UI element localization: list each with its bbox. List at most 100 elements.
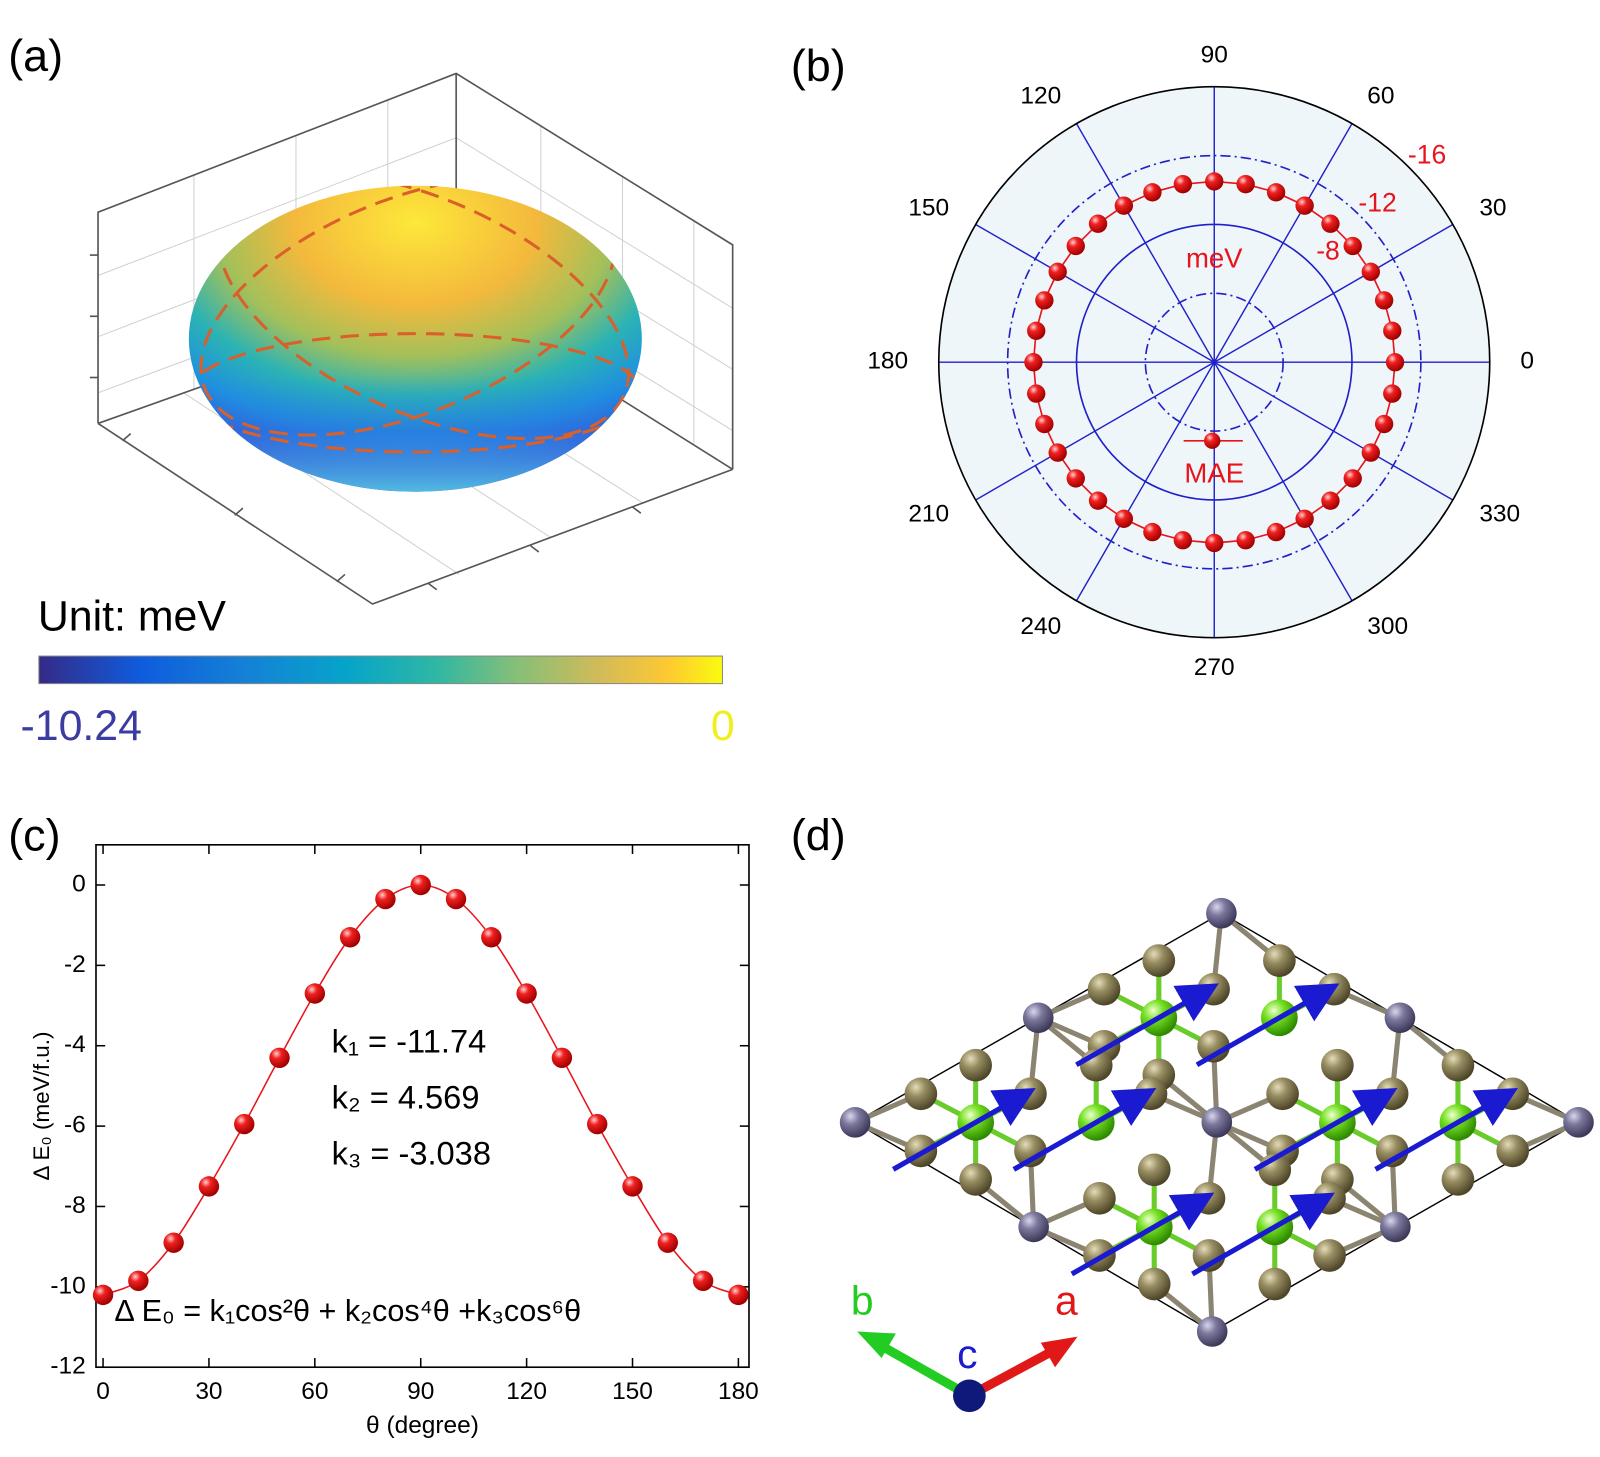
x-axis-label: θ (degree)	[366, 1412, 479, 1439]
annotation: k₁ = -11.74	[332, 1022, 487, 1059]
atom	[1375, 1134, 1409, 1168]
mae-point	[1374, 291, 1394, 310]
colorbar-max: 0	[711, 702, 735, 750]
c-axis	[953, 1379, 986, 1413]
y-tick-label: -8	[64, 1192, 86, 1219]
mae-point	[1321, 214, 1340, 233]
atom	[1137, 1267, 1171, 1301]
data-point	[587, 1113, 608, 1135]
x-tick-label: 180	[718, 1378, 759, 1405]
y-tick-label: -12	[50, 1353, 85, 1380]
data-point	[622, 1176, 643, 1197]
y-tick-label: -4	[64, 1031, 86, 1058]
r-tick-label: -16	[1408, 140, 1446, 170]
y-axis-label: Δ E₀ (meV/f.u.)	[29, 1032, 54, 1181]
mae-point	[1383, 384, 1402, 403]
mae-point	[1035, 414, 1054, 434]
mae-point	[1321, 491, 1340, 510]
x-tick-label: 30	[195, 1378, 222, 1405]
atom	[839, 1107, 871, 1138]
mae-point	[1143, 522, 1162, 542]
mae-point	[1385, 353, 1405, 372]
mae-point	[1173, 174, 1193, 194]
theta-tick-label: 120	[1020, 83, 1061, 110]
atom	[1496, 1077, 1530, 1111]
mae-point	[1343, 469, 1362, 488]
atom	[1313, 1182, 1346, 1215]
theta-tick-label: 240	[1020, 613, 1061, 640]
theta-tick-label: 270	[1194, 654, 1235, 681]
data-point	[304, 983, 326, 1004]
mae-point	[1048, 262, 1067, 281]
mae-point	[1024, 353, 1043, 372]
spin-arrow	[1195, 983, 1340, 1068]
annotation: meV	[1186, 242, 1243, 273]
atom	[1321, 1048, 1354, 1082]
atom	[1137, 1153, 1171, 1187]
r-grid-ring	[1006, 154, 1422, 570]
data-point	[128, 1270, 149, 1292]
spin-arrow	[1374, 1087, 1519, 1172]
theta-tick-label: 330	[1479, 501, 1520, 528]
atom	[1196, 1316, 1228, 1347]
a-arrowhead	[1040, 1336, 1078, 1368]
spin-arrow	[1070, 1192, 1215, 1277]
crystal-structure	[839, 897, 1594, 1347]
axis-label: c	[957, 1331, 977, 1377]
mae-point	[1295, 509, 1314, 528]
atom	[1022, 1002, 1054, 1034]
colorbar-min: -10.24	[20, 702, 141, 750]
atom	[904, 1077, 938, 1111]
mae-point	[1361, 262, 1380, 281]
atom	[959, 1163, 992, 1196]
mae-point	[1383, 321, 1402, 340]
mae-point	[1066, 469, 1085, 488]
data-point	[269, 1047, 290, 1068]
panel-label: (b)	[791, 40, 846, 91]
atom	[1313, 1239, 1346, 1272]
atom	[1380, 1211, 1411, 1243]
mae-point	[1266, 183, 1286, 202]
mae-point	[1066, 236, 1085, 256]
theta-tick-label: 300	[1367, 613, 1408, 640]
annotation: Δ E₀ = k₁cos²θ + k₂cos⁴θ +k₃cos⁶θ	[114, 1294, 581, 1328]
legend-marker	[1204, 432, 1221, 449]
mae-point	[1027, 321, 1046, 340]
atom	[1192, 1182, 1226, 1215]
data-point	[481, 927, 502, 948]
spin-arrow	[1253, 1087, 1398, 1172]
data-point	[516, 983, 537, 1004]
atom	[1197, 972, 1230, 1006]
mae-point	[1236, 174, 1255, 194]
data-point	[339, 927, 361, 948]
atom	[1496, 1134, 1530, 1168]
x-tick-label: 0	[96, 1378, 110, 1405]
mae-point	[1048, 443, 1067, 462]
x-tick-label: 90	[407, 1378, 434, 1405]
atom	[1384, 1002, 1416, 1034]
data-point	[375, 888, 396, 910]
r-grid-ring	[1144, 292, 1284, 432]
data-point	[728, 1284, 749, 1306]
y-tick-label: 0	[72, 870, 86, 897]
panel-label: (d)	[791, 810, 846, 861]
data-point	[692, 1270, 714, 1292]
data-point	[234, 1113, 255, 1135]
axis-label: b	[851, 1278, 874, 1324]
mae-point	[1143, 183, 1162, 202]
r-grid-ring	[1075, 223, 1353, 501]
atom	[1134, 1077, 1168, 1111]
y-tick-label: -6	[64, 1112, 86, 1139]
spin-arrow	[891, 1087, 1036, 1172]
mae-point	[1343, 236, 1362, 256]
atom	[1317, 972, 1351, 1006]
mae-point	[1114, 509, 1134, 528]
x-tick-label: 150	[612, 1378, 653, 1405]
mae-point	[1266, 522, 1286, 542]
spin-arrow	[1191, 1192, 1335, 1277]
data-point	[198, 1176, 220, 1197]
atom	[1142, 944, 1176, 977]
x-tick-label: 60	[301, 1378, 328, 1405]
r-tick-label: -8	[1316, 235, 1340, 265]
mae-point	[1088, 491, 1108, 510]
